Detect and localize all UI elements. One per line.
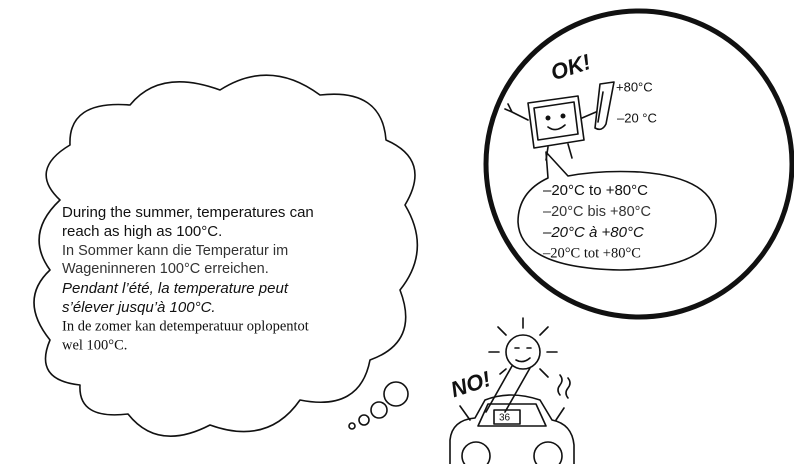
range-text: –20°C tot +80°C (542, 245, 641, 261)
french-text: s’élever jusqu’à 100°C. (62, 299, 216, 316)
speech-bubble (517, 151, 717, 271)
thought-cloud (33, 74, 419, 437)
ok-exclamation: OK! (548, 49, 594, 85)
max-temp: +80°C (616, 79, 653, 94)
english-text: reach as high as 100°C. (62, 223, 222, 240)
thought-bubble (383, 381, 409, 407)
german-text: Wageninneren 100°C erreichen. (62, 261, 269, 277)
thermometer (594, 81, 615, 131)
display-character (504, 95, 597, 161)
range-text: –20°C à +80°C (542, 224, 644, 241)
car-display: 36 (499, 413, 511, 424)
thought-bubble (358, 414, 370, 426)
french-text: Pendant l’été, la temperature peut (62, 280, 289, 297)
dutch-text: wel 100°C. (62, 337, 127, 353)
dutch-text: In de zomer kan detemperatuur oplopentot (62, 318, 309, 334)
range-text: –20°C to +80°C (543, 182, 648, 199)
range-text: –20°C bis +80°C (543, 204, 651, 220)
ok-circle (483, 8, 794, 320)
sun (485, 317, 558, 413)
thought-bubble (348, 422, 356, 430)
english-text: During the summer, temperatures can (62, 204, 314, 221)
german-text: In Sommer kann die Temperatur im (62, 243, 288, 259)
car (449, 374, 575, 464)
min-temp: –20 °C (617, 110, 657, 125)
thought-bubble (370, 401, 388, 419)
no-exclamation: NO! (448, 366, 494, 402)
